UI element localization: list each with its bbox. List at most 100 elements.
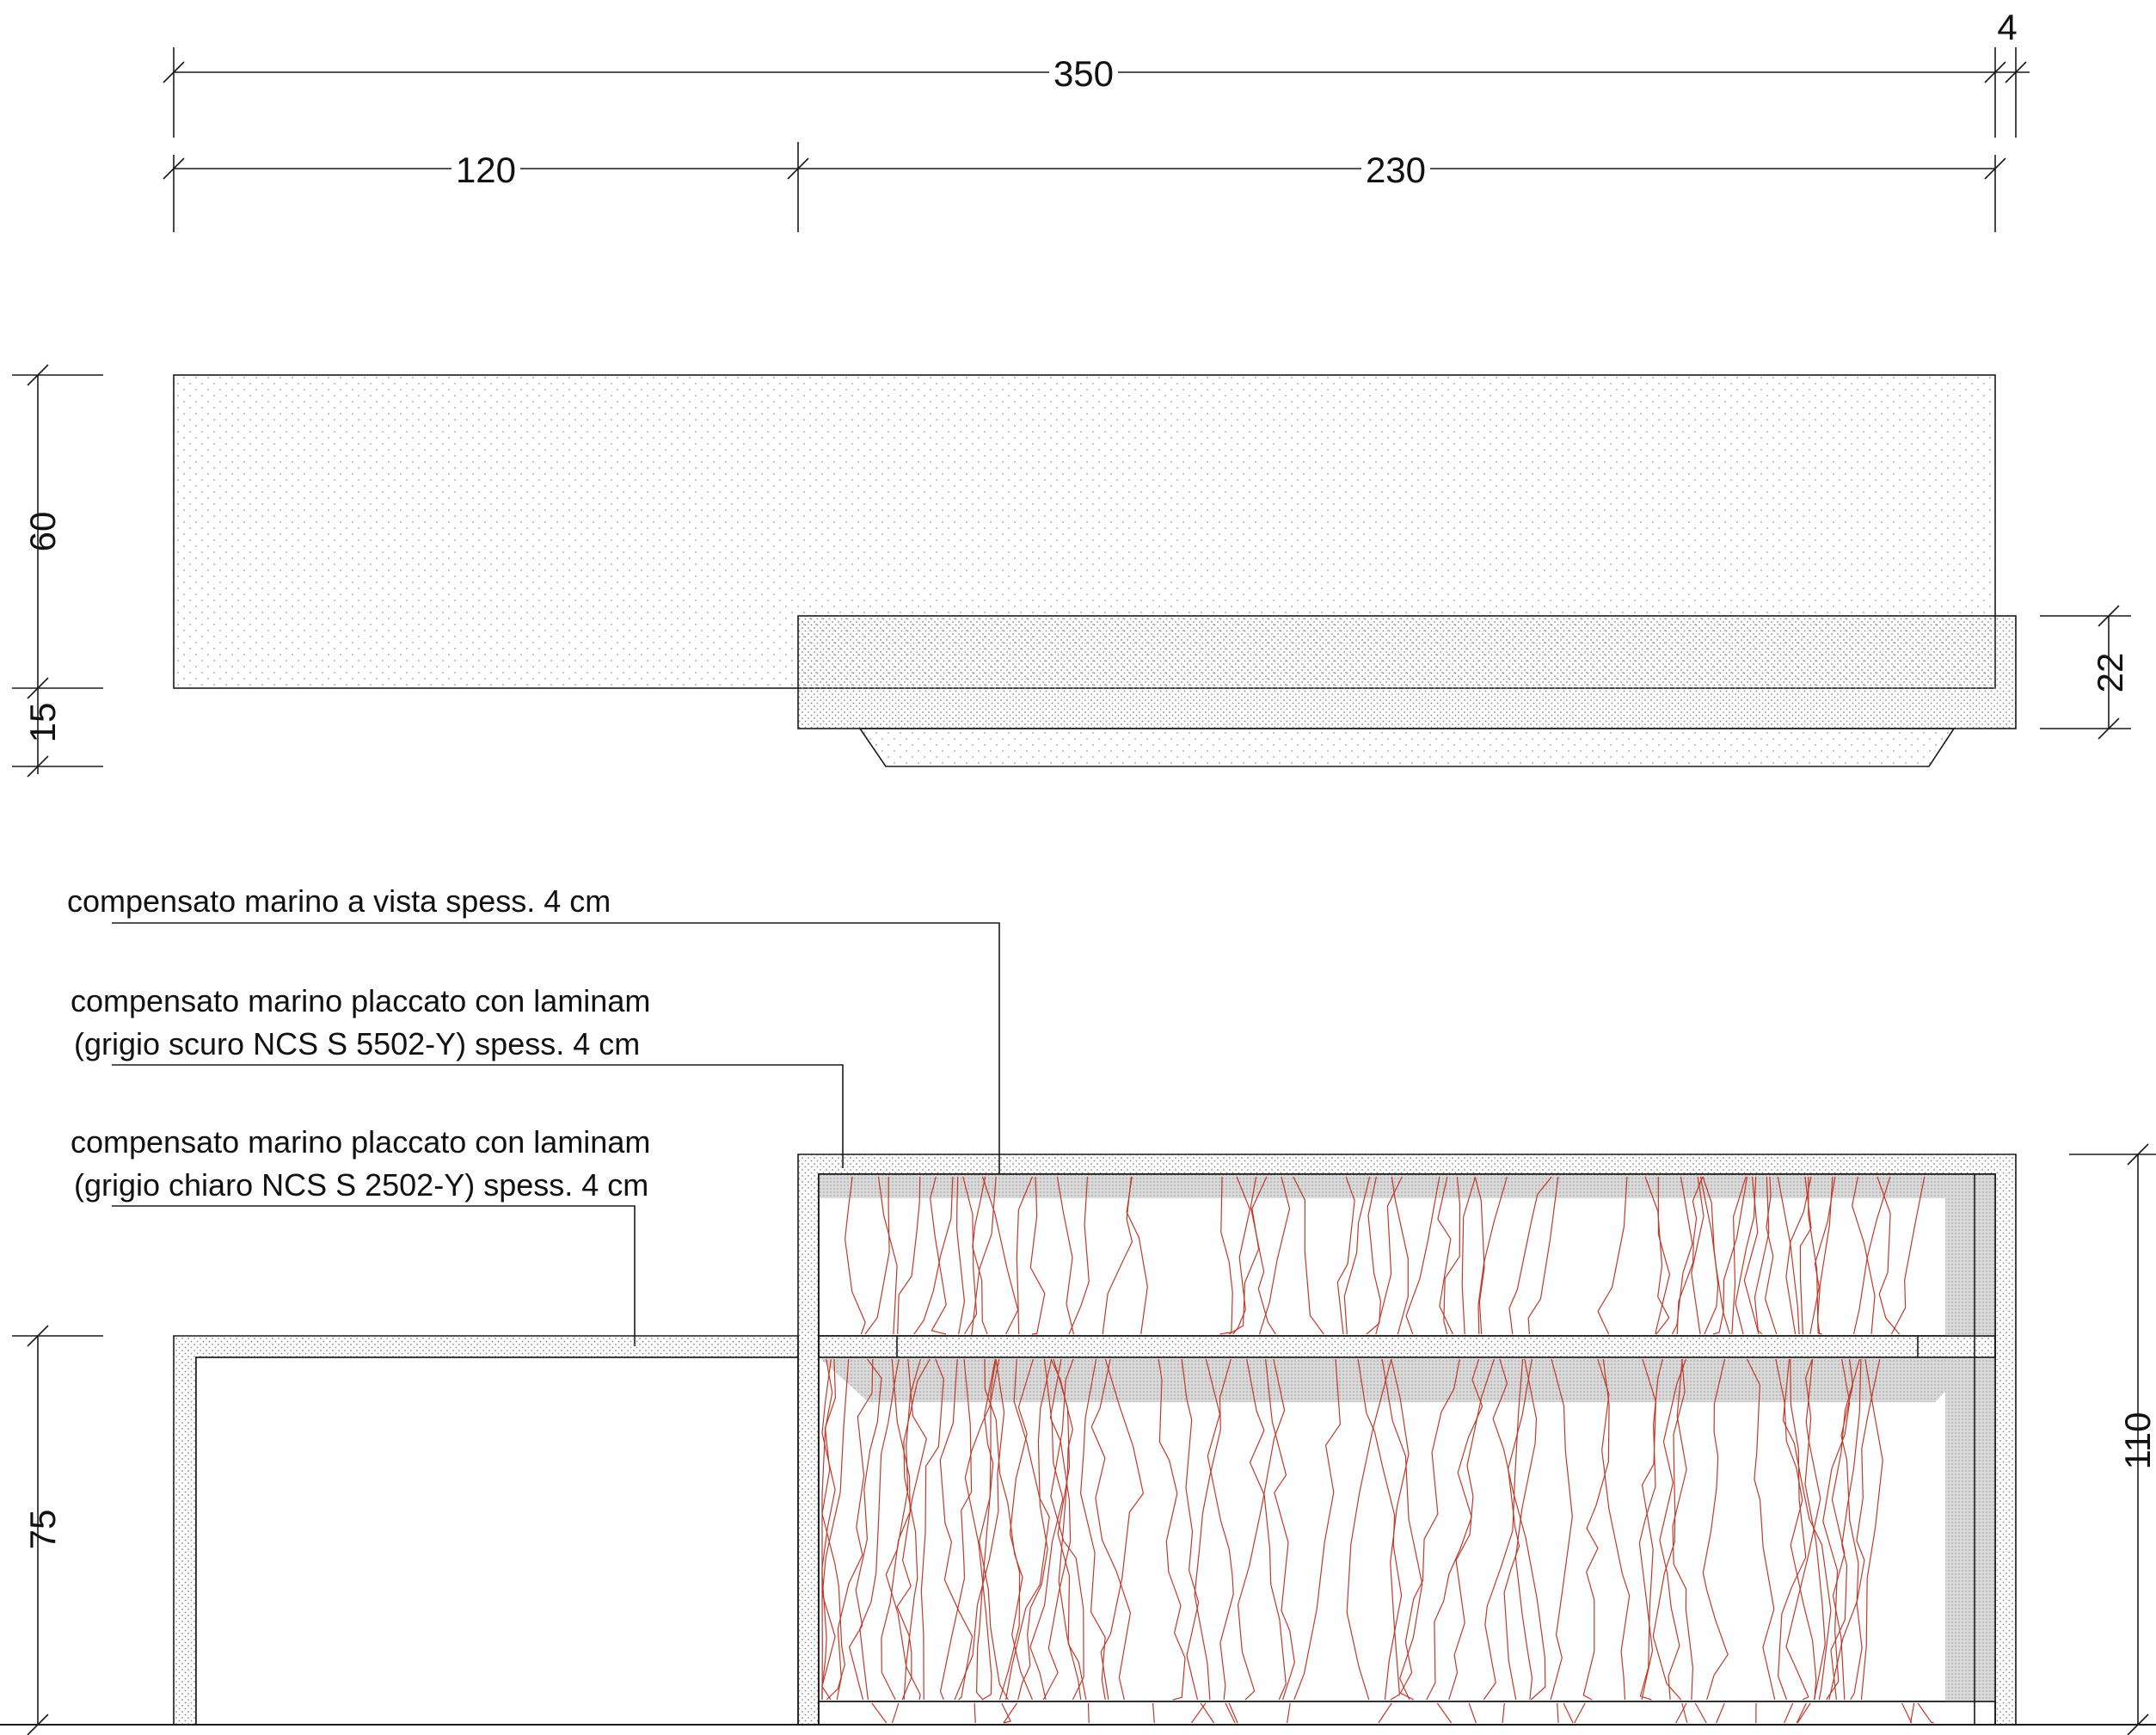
grain-line <box>1225 1702 1236 1724</box>
dim-overhang: 4 <box>1997 7 2017 47</box>
grain-line <box>1474 1176 1485 1335</box>
grain-line <box>1461 1176 1477 1335</box>
grain-line <box>1655 1176 1671 1335</box>
grain-line <box>877 1176 898 1335</box>
grain-line <box>1448 1358 1495 1701</box>
grain-line <box>1597 1358 1631 1701</box>
grain-line <box>1563 1702 1574 1724</box>
grain-line <box>1366 1176 1381 1335</box>
grain-line <box>821 1358 850 1701</box>
grain-line <box>978 1358 1009 1701</box>
grain-line <box>1691 1176 1705 1335</box>
grain-line <box>1477 1176 1508 1335</box>
grain-line <box>1381 1358 1423 1701</box>
grain-line <box>871 1702 888 1724</box>
grain-line <box>1293 1358 1342 1701</box>
elevation-right-dimension <box>2069 1143 2156 1735</box>
grain-line <box>939 1358 974 1701</box>
plan-right-dimension <box>2040 605 2131 740</box>
dim-230-bg <box>1361 148 1430 191</box>
dark-laminate <box>819 1174 1995 1701</box>
grain-line <box>859 1358 900 1701</box>
grain-line <box>1237 1358 1286 1701</box>
grain-line <box>1877 1176 1901 1335</box>
grain-line <box>1205 1358 1234 1701</box>
grain-line <box>1681 1702 1688 1724</box>
grain-line <box>1502 1702 1505 1724</box>
grain-line <box>897 1176 921 1335</box>
dim-island-thickness: 22 <box>2090 653 2130 693</box>
grain-line <box>1785 1176 1812 1335</box>
grain-line <box>1574 1702 1586 1724</box>
grain-line <box>920 1358 944 1701</box>
grain-line <box>1850 1358 1881 1701</box>
grain-line <box>1029 1358 1064 1701</box>
grain-line <box>864 1176 890 1335</box>
grain-line <box>981 1176 1019 1335</box>
plan-island-top <box>797 615 2017 729</box>
grain-line <box>970 1176 997 1335</box>
grain-line <box>1399 1358 1460 1701</box>
grain-line <box>1890 1176 1926 1335</box>
grain-line <box>821 1358 836 1700</box>
dark-side-band-lower <box>1945 1357 1995 1701</box>
grain-line <box>1042 1358 1072 1701</box>
grain-line <box>1287 1702 1291 1724</box>
grain-line <box>903 1358 931 1701</box>
grain-line <box>1336 1176 1355 1335</box>
elevation-table <box>173 1335 799 1726</box>
grain-line <box>1828 1358 1859 1701</box>
grain-line <box>930 1176 947 1335</box>
dim-right-part: 230 <box>1366 150 1426 190</box>
grain-line <box>1068 1176 1090 1335</box>
grain-line <box>972 1176 988 1335</box>
grain-line <box>1017 1358 1053 1701</box>
grain-line <box>1716 1702 1725 1724</box>
grain-line <box>1029 1176 1046 1335</box>
grain-line <box>1777 1358 1807 1701</box>
grain-line <box>1508 1176 1552 1335</box>
grain-line <box>1582 1358 1610 1701</box>
grain-line <box>1228 1176 1268 1335</box>
grain-line <box>1671 1176 1693 1335</box>
grain-line <box>1514 1358 1538 1701</box>
grain-line <box>1550 1358 1573 1701</box>
grain-line <box>1784 1702 1794 1724</box>
grain-line <box>1194 1358 1232 1701</box>
dim-island-height: 110 <box>2117 1412 2156 1470</box>
grain-line <box>1822 1358 1851 1701</box>
grain-line <box>1087 1702 1090 1724</box>
grain-line <box>913 1176 954 1335</box>
grain-line <box>836 1358 874 1701</box>
dark-side-band-upper <box>1945 1174 1995 1336</box>
grain-line <box>1492 1358 1546 1701</box>
grain-line <box>1699 1176 1731 1335</box>
grain-line <box>1152 1702 1155 1724</box>
grain-line <box>1860 1358 1883 1701</box>
dim-top-offset: 15 <box>22 703 63 743</box>
grain-line <box>1775 1358 1817 1701</box>
grain-line <box>998 1358 1034 1701</box>
grain-line <box>821 1358 846 1701</box>
grain-line <box>1804 1358 1826 1701</box>
grain-line <box>1743 1176 1760 1335</box>
grain-line <box>1852 1176 1876 1335</box>
note-2-line-1: compensato marino placcato con laminam <box>71 983 650 1018</box>
dim-120-bg <box>451 148 520 191</box>
grain-line <box>896 1358 927 1701</box>
grain-line <box>962 1176 978 1335</box>
grain-line <box>844 1176 866 1335</box>
grain-line <box>939 1358 973 1701</box>
grain-line <box>891 1702 900 1724</box>
wood-grain-pattern <box>821 1176 1934 1724</box>
grain-line <box>1250 1176 1276 1335</box>
grain-line <box>975 1358 996 1701</box>
grain-line <box>848 1358 882 1701</box>
note-3-line-1: compensato marino placcato con laminam <box>71 1124 650 1160</box>
dim-total-width: 350 <box>1053 53 1114 94</box>
grain-line <box>1483 1358 1524 1701</box>
elevation-left-dimension <box>12 1325 103 1735</box>
grain-line <box>1731 1176 1747 1335</box>
grain-line <box>1652 1358 1686 1701</box>
grain-line <box>1910 1702 1915 1724</box>
